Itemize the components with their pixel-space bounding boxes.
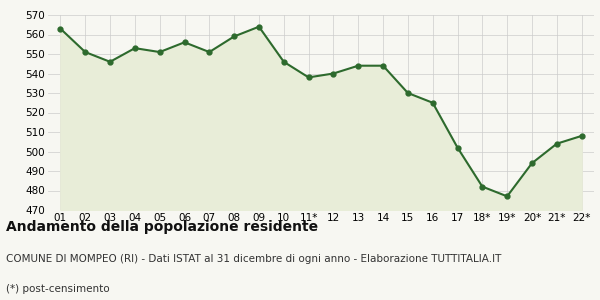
Text: (*) post-censimento: (*) post-censimento	[6, 284, 110, 293]
Text: Andamento della popolazione residente: Andamento della popolazione residente	[6, 220, 318, 235]
Text: COMUNE DI MOMPEO (RI) - Dati ISTAT al 31 dicembre di ogni anno - Elaborazione TU: COMUNE DI MOMPEO (RI) - Dati ISTAT al 31…	[6, 254, 502, 263]
